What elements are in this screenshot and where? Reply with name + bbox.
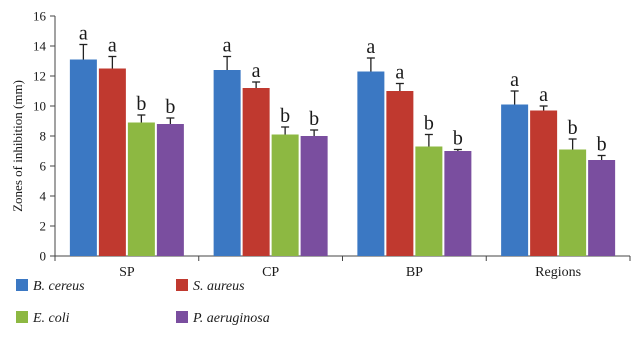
significance-label: b bbox=[280, 105, 290, 127]
x-tick-label: BP bbox=[406, 265, 423, 280]
y-tick-label: 14 bbox=[33, 39, 47, 54]
y-tick-label: 10 bbox=[33, 99, 46, 114]
bar bbox=[69, 59, 97, 256]
y-tick-label: 2 bbox=[40, 219, 47, 234]
y-tick-label: 16 bbox=[33, 9, 47, 24]
bar bbox=[559, 149, 587, 256]
x-tick-label: Regions bbox=[535, 265, 581, 280]
bar bbox=[127, 122, 155, 256]
significance-label: b bbox=[424, 113, 434, 135]
significance-label: a bbox=[108, 35, 117, 57]
y-axis: 0 2 4 6 8 10 12 14 16 bbox=[33, 9, 56, 264]
legend-label: E. coli bbox=[32, 311, 70, 326]
bar bbox=[213, 70, 241, 256]
bar bbox=[357, 71, 385, 256]
significance-label: a bbox=[366, 36, 375, 58]
legend-swatch bbox=[176, 311, 188, 323]
bar bbox=[444, 151, 472, 256]
bar bbox=[271, 134, 299, 256]
bar bbox=[415, 146, 443, 256]
legend-label: B. cereus bbox=[33, 279, 85, 294]
significance-label: a bbox=[79, 23, 88, 45]
y-tick-label: 8 bbox=[40, 129, 47, 144]
significance-label: b bbox=[309, 108, 319, 130]
bar bbox=[501, 104, 529, 256]
bar bbox=[242, 88, 270, 256]
legend-swatch bbox=[176, 279, 188, 291]
significance-label: a bbox=[252, 60, 261, 82]
legend-label: S. aureus bbox=[193, 279, 245, 294]
y-tick-label: 4 bbox=[40, 189, 47, 204]
legend-swatch bbox=[16, 279, 28, 291]
x-tick-label: SP bbox=[119, 265, 135, 280]
significance-label: a bbox=[223, 35, 232, 57]
significance-label: b bbox=[165, 96, 175, 118]
significance-label: a bbox=[539, 84, 548, 106]
significance-label: b bbox=[453, 128, 463, 150]
bar bbox=[156, 124, 184, 256]
y-tick-label: 0 bbox=[40, 249, 47, 264]
legend: B. cereus S. aureus E. coli P. aeruginosa bbox=[16, 279, 270, 326]
bar bbox=[530, 110, 558, 256]
bar bbox=[386, 91, 414, 256]
x-axis: SP CP BP Regions bbox=[54, 255, 631, 280]
significance-label: a bbox=[510, 69, 519, 91]
bar bbox=[300, 136, 328, 256]
significance-label: b bbox=[136, 93, 146, 115]
y-tick-label: 6 bbox=[40, 159, 47, 174]
significance-label: b bbox=[597, 134, 607, 156]
legend-label: P. aeruginosa bbox=[192, 311, 270, 326]
legend-swatch bbox=[16, 311, 28, 323]
y-axis-label: Zones of inhibition (mm) bbox=[10, 80, 25, 212]
bar bbox=[588, 160, 616, 256]
significance-label: a bbox=[395, 62, 404, 84]
y-tick-label: 12 bbox=[33, 69, 46, 84]
bar bbox=[98, 68, 126, 256]
significance-label: b bbox=[568, 117, 578, 139]
x-tick-label: CP bbox=[262, 265, 279, 280]
